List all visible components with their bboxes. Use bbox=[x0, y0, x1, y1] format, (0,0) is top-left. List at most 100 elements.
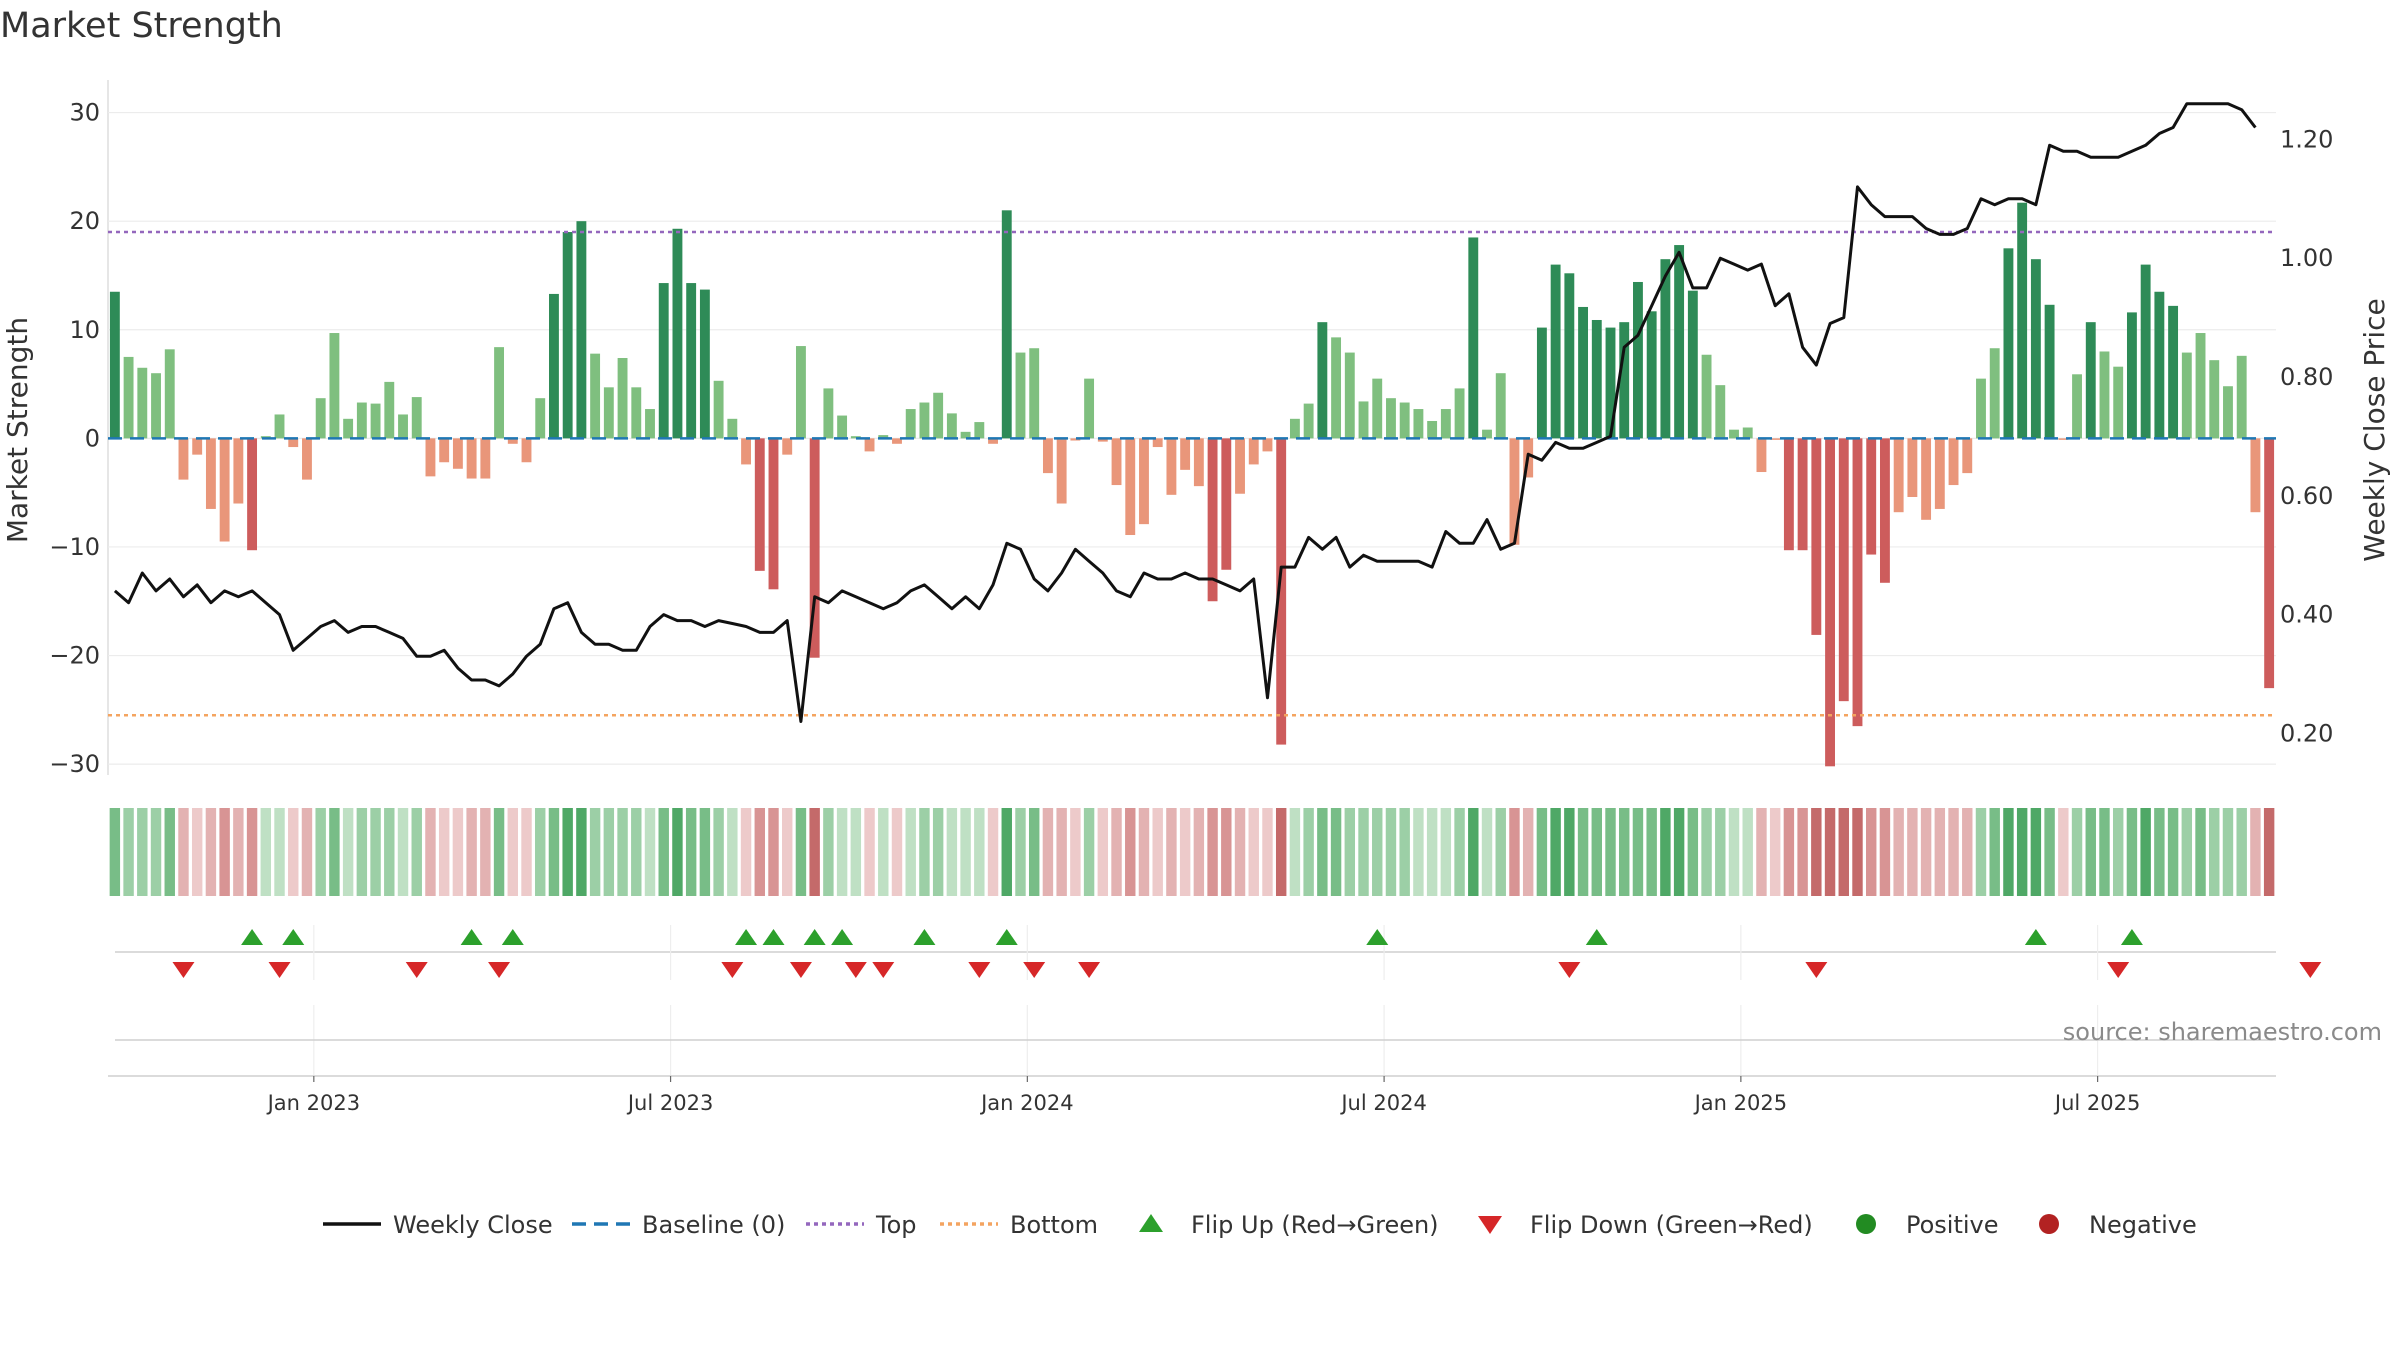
heat-cell bbox=[1701, 808, 1712, 896]
strength-bar bbox=[864, 438, 875, 452]
strength-bar bbox=[754, 438, 765, 571]
heat-cell bbox=[2140, 808, 2151, 896]
heat-cell bbox=[1907, 808, 1918, 896]
strength-bar bbox=[878, 435, 889, 439]
heat-cell bbox=[507, 808, 518, 896]
heat-cell bbox=[1824, 808, 1836, 896]
heat-cell bbox=[1001, 808, 1012, 896]
y-tick-label: 0 bbox=[85, 424, 100, 452]
strength-bar bbox=[658, 283, 669, 439]
x-tick-label: Jul 2024 bbox=[1339, 1091, 1426, 1115]
strength-bar bbox=[219, 438, 230, 542]
strength-bar bbox=[466, 438, 477, 479]
strength-bar bbox=[562, 232, 573, 439]
strength-bar bbox=[1921, 438, 1932, 520]
heat-cell bbox=[1509, 808, 1520, 896]
strength-bar bbox=[795, 346, 806, 439]
heat-cell bbox=[466, 808, 477, 896]
strength-bar bbox=[2236, 355, 2247, 439]
strength-bar bbox=[1084, 378, 1095, 439]
weekly-close-series bbox=[113, 102, 2257, 723]
strength-bar bbox=[1852, 438, 1863, 727]
heat-cell bbox=[452, 808, 464, 896]
heat-cell bbox=[987, 808, 999, 896]
heat-cell bbox=[1468, 808, 1479, 896]
heat-cell bbox=[589, 808, 601, 896]
flip-down-marker bbox=[968, 962, 991, 978]
strength-bar bbox=[1029, 348, 1040, 439]
strength-bar bbox=[1701, 354, 1712, 439]
x-tick-label: Jan 2025 bbox=[1693, 1091, 1788, 1115]
strength-bar bbox=[1015, 352, 1026, 439]
y-tick-label: −10 bbox=[49, 533, 100, 561]
heat-cell bbox=[2250, 808, 2261, 896]
heat-cell bbox=[1550, 808, 1561, 896]
strength-bar bbox=[521, 438, 532, 463]
strength-bar bbox=[1468, 237, 1479, 439]
strength-bar bbox=[1111, 438, 1122, 486]
heat-cell bbox=[1179, 808, 1191, 896]
heat-cell bbox=[1564, 808, 1575, 896]
heat-cell bbox=[1166, 808, 1177, 896]
heat-cell bbox=[1262, 808, 1273, 896]
strength-bar bbox=[1454, 388, 1465, 439]
strength-bar bbox=[398, 414, 408, 439]
strength-bar bbox=[2264, 438, 2275, 689]
strength-bar bbox=[782, 438, 793, 455]
strength-bar bbox=[1440, 409, 1451, 439]
strength-bar bbox=[1674, 245, 1685, 439]
heat-cell bbox=[1152, 808, 1163, 896]
flip-down-marker bbox=[172, 962, 195, 978]
heat-cell bbox=[1975, 808, 1987, 896]
strength-bar bbox=[1317, 322, 1328, 439]
strength-bar bbox=[425, 438, 436, 477]
heat-cell bbox=[2181, 808, 2193, 896]
heat-cell bbox=[836, 808, 848, 896]
legend-top: Top bbox=[806, 1211, 917, 1239]
heat-cell bbox=[823, 808, 834, 896]
strength-bar bbox=[2030, 259, 2041, 439]
heat-cell bbox=[1962, 808, 1973, 896]
strength-bar bbox=[1756, 438, 1767, 473]
heat-cell bbox=[1221, 808, 1232, 896]
heat-cell bbox=[1989, 808, 2000, 896]
heat-cell bbox=[603, 808, 615, 896]
heat-cell bbox=[1948, 808, 1959, 896]
heat-cell bbox=[754, 808, 765, 896]
strength-bar bbox=[192, 438, 203, 455]
heat-cell bbox=[672, 808, 683, 896]
strength-bar bbox=[1193, 438, 1204, 487]
heat-cell bbox=[137, 808, 148, 896]
weekly-close-line bbox=[113, 102, 2257, 723]
legend-bottom-label: Bottom bbox=[1010, 1211, 1098, 1239]
heat-cell bbox=[191, 808, 203, 896]
heat-cell bbox=[1728, 808, 1740, 896]
strength-bar bbox=[741, 438, 751, 465]
heat-cell bbox=[219, 808, 230, 896]
heat-cell bbox=[727, 808, 738, 896]
strength-bar bbox=[1934, 438, 1945, 509]
strength-bar bbox=[2099, 351, 2110, 439]
heat-cell bbox=[2071, 808, 2083, 896]
strength-bar bbox=[1180, 438, 1191, 470]
heat-cell bbox=[1193, 808, 1205, 896]
flip-up-marker bbox=[1585, 929, 1608, 945]
x-tick-label: Jul 2023 bbox=[626, 1091, 713, 1115]
y2-tick-label: 0.60 bbox=[2280, 482, 2333, 510]
heat-cell bbox=[809, 808, 820, 896]
strength-bar bbox=[1729, 429, 1739, 439]
strength-bar bbox=[1605, 327, 1616, 439]
y2-axis-title: Weekly Close Price bbox=[2358, 298, 2391, 561]
heat-cell bbox=[384, 808, 395, 896]
heat-cell bbox=[1866, 808, 1877, 896]
heat-cell bbox=[425, 808, 436, 896]
strength-heat-strip bbox=[109, 808, 2275, 896]
strength-bar bbox=[988, 438, 998, 444]
heat-cell bbox=[2222, 808, 2234, 896]
heat-cell bbox=[1769, 808, 1781, 896]
strength-bar bbox=[1413, 409, 1424, 439]
strength-bar bbox=[1825, 438, 1835, 767]
legend-negative: Negative bbox=[2039, 1211, 2197, 1239]
strength-bar bbox=[123, 356, 134, 439]
strength-bar bbox=[329, 333, 340, 439]
